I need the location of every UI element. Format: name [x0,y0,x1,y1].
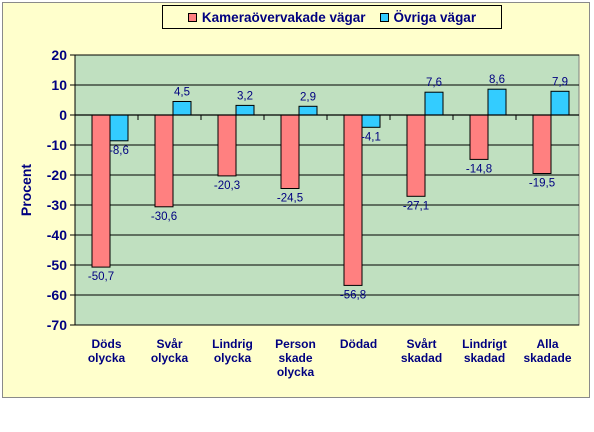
y-tick-label: -20 [47,167,67,183]
bar-kameraovervakade [154,114,174,208]
data-label: 7,6 [426,77,442,89]
bar-ovriga [235,104,255,116]
x-tick-label: Svår [156,337,182,351]
data-label: -19,5 [529,178,555,190]
x-tick-label: skadad [401,351,442,365]
y-tick-label: -40 [47,227,67,243]
legend-swatch-series-2 [379,12,389,22]
bar-ovriga [172,101,192,116]
x-tick-label: skade [278,351,312,365]
bar-kameraovervakade [217,114,237,177]
y-tick-label: 20 [51,47,67,63]
x-tick-label: olycka [214,351,252,365]
x-tick-label: Lindrigt [462,337,507,351]
bar-kameraovervakade [91,114,111,268]
data-label: -50,7 [88,271,114,283]
bar-kameraovervakade [469,114,489,160]
data-label: -30,6 [151,211,177,223]
bar-kameraovervakade [532,114,552,174]
legend-item-series-1: Kameraövervakade vägar [187,9,366,25]
x-tick-label: olycka [277,365,315,379]
data-label: -4,1 [361,131,381,143]
x-tick-label: Alla [536,337,558,351]
legend-swatch-series-1 [187,12,197,22]
data-label: -8,6 [109,145,129,157]
bar-ovriga [109,114,129,142]
data-label: -20,3 [214,180,240,192]
data-label: -27,1 [403,200,429,212]
data-label: 8,6 [489,74,505,86]
legend: Kameraövervakade vägar Övriga vägar [162,5,502,29]
data-label: -56,8 [340,289,366,301]
data-label: 2,9 [300,91,316,103]
y-axis-title: Procent [18,164,34,216]
bar-kameraovervakade [280,114,300,189]
y-tick-label: -30 [47,197,67,213]
y-tick-label: -50 [47,257,67,273]
data-label: -24,5 [277,193,303,205]
x-tick-label: olycka [88,351,126,365]
x-tick-label: skadad [464,351,505,365]
bar-kameraovervakade [406,114,426,197]
x-tick-label: Döds [92,337,122,351]
bar-ovriga [361,114,381,128]
x-tick-label: olycka [151,351,189,365]
y-tick-label: 10 [51,77,67,93]
legend-item-series-2: Övriga vägar [379,9,477,25]
y-tick-label: -10 [47,137,67,153]
legend-label-series-2: Övriga vägar [393,9,477,25]
bar-ovriga [298,105,318,116]
x-tick-label: Svårt [406,337,436,351]
bar-ovriga [487,88,507,116]
data-label: 7,9 [552,76,568,88]
y-tick-label: -60 [47,287,67,303]
bar-ovriga [550,90,570,116]
data-label: 3,2 [237,90,253,102]
x-tick-label: Person [275,337,316,351]
bar-kameraovervakade [343,114,363,286]
data-label: 4,5 [174,87,190,99]
y-tick-label: -70 [47,317,67,333]
x-tick-label: Dödad [340,337,377,351]
y-tick-label: 0 [59,107,67,123]
bar-ovriga [424,91,444,116]
x-tick-label: Lindrig [212,337,253,351]
legend-label-series-1: Kameraövervakade vägar [201,9,366,25]
x-tick-label: skadade [523,351,571,365]
data-label: -14,8 [466,163,492,175]
